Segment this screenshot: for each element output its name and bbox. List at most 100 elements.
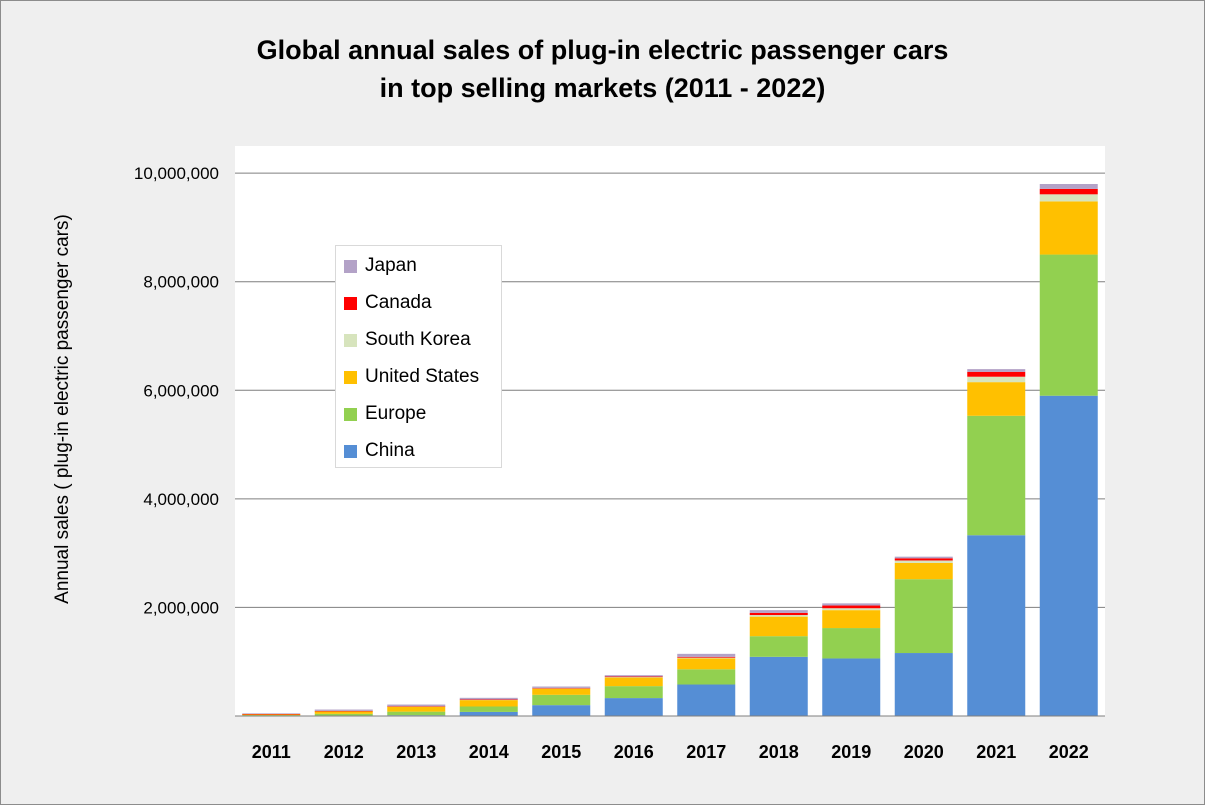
legend-item: Europe [344,402,426,426]
bar-segment [532,694,591,706]
bar-segment [822,603,881,606]
bar-segment [242,714,301,715]
bar-segment [749,656,808,716]
legend-swatch [344,333,357,347]
bar-segment [749,612,808,616]
legend-label: China [365,440,415,461]
bar-segment [459,699,518,707]
bar-segment [822,658,881,716]
x-tick-label: 2015 [541,742,581,762]
bar-segment [387,706,446,707]
bar-segment [677,684,736,716]
bar-segment [749,616,808,637]
chart-title-line-2: in top selling markets (2011 - 2022) [379,73,826,103]
bar-segment [749,636,808,657]
bar-segment [967,376,1026,383]
bar-segment [459,706,518,712]
bar-segment [314,711,373,714]
y-tick-label: 8,000,000 [143,273,219,292]
legend-item: United States [344,365,479,389]
chart-title: Global annual sales of plug-in electric … [1,31,1204,107]
bar-segment [532,687,591,689]
x-tick-label: 2013 [396,742,436,762]
x-tick-label: 2011 [252,742,291,762]
bar-segment [822,605,881,609]
legend-label: Japan [365,255,417,276]
bar-segment [532,688,591,695]
bar-segment [604,686,663,699]
bar-segment [314,710,373,712]
y-tick-label: 6,000,000 [143,381,219,400]
legend-swatch [344,296,357,310]
bar-segment [387,706,446,712]
bar-segment [242,714,301,716]
legend-swatch [344,407,357,421]
legend-label: Canada [365,292,432,313]
bar-segment [242,715,301,716]
bar-segment [822,628,881,659]
bar-segment [459,699,518,701]
bar-segment [387,704,446,707]
x-tick-label: 2019 [831,742,871,762]
chart-title-line-1: Global annual sales of plug-in electric … [256,35,949,65]
legend-item: China [344,439,415,463]
bar-segment [1039,201,1098,255]
bar-segment [894,560,953,563]
bar-segment [1039,254,1098,396]
x-tick-label: 2012 [324,742,364,762]
y-axis-label: Annual sales ( plug-in electric passenge… [52,214,73,604]
x-tick-label: 2022 [1049,742,1089,762]
bar-segment [604,677,663,678]
x-tick-label: 2020 [904,742,944,762]
bar-segment [967,535,1026,716]
y-tick-label: 4,000,000 [143,490,219,509]
bar-segment [894,653,953,716]
bar-segment [1039,184,1098,189]
bar-segment [604,698,663,716]
bar-segment [967,382,1026,416]
x-tick-label: 2021 [976,742,1016,762]
legend-label: South Korea [365,329,471,350]
legend-swatch [344,259,357,273]
legend-item: Japan [344,254,417,278]
x-tick-label: 2017 [686,742,726,762]
bar-segment [894,562,953,580]
legend-swatch [344,444,357,458]
bar-segment [677,653,736,657]
bar-segment [314,709,373,711]
bar-segment [677,656,736,658]
bar-segment [459,699,518,700]
bar-segment [604,675,663,677]
legend-swatch [344,370,357,384]
bar-segment [532,705,591,716]
bar-segment [1039,194,1098,202]
bar-segment [532,686,591,688]
bar-segment [677,657,736,659]
bar-segment [677,669,736,685]
bar-segment [967,369,1026,372]
bar-segment [894,556,953,559]
bar-segment [967,415,1026,536]
bar-segment [1039,395,1098,716]
bar-segment [677,658,736,670]
bar-segment [459,697,518,700]
bar-segment [604,677,663,687]
bar-segment [314,713,373,716]
bar-segment [967,371,1026,377]
legend-label: Europe [365,403,427,424]
bar-segment [749,610,808,613]
y-tick-label: 10,000,000 [134,164,219,183]
legend: Japan Canada South Korea United States Europ… [335,245,502,468]
bar-segment [822,610,881,629]
y-tick-label: 2,000,000 [143,598,219,617]
bar-segment [387,711,446,716]
bar-segment [894,558,953,561]
legend-item: South Korea [344,328,471,352]
bar-segment [822,608,881,611]
x-tick-label: 2018 [759,742,799,762]
legend-label: United States [365,366,480,387]
bar-segment [242,713,301,715]
bar-segment [749,615,808,617]
